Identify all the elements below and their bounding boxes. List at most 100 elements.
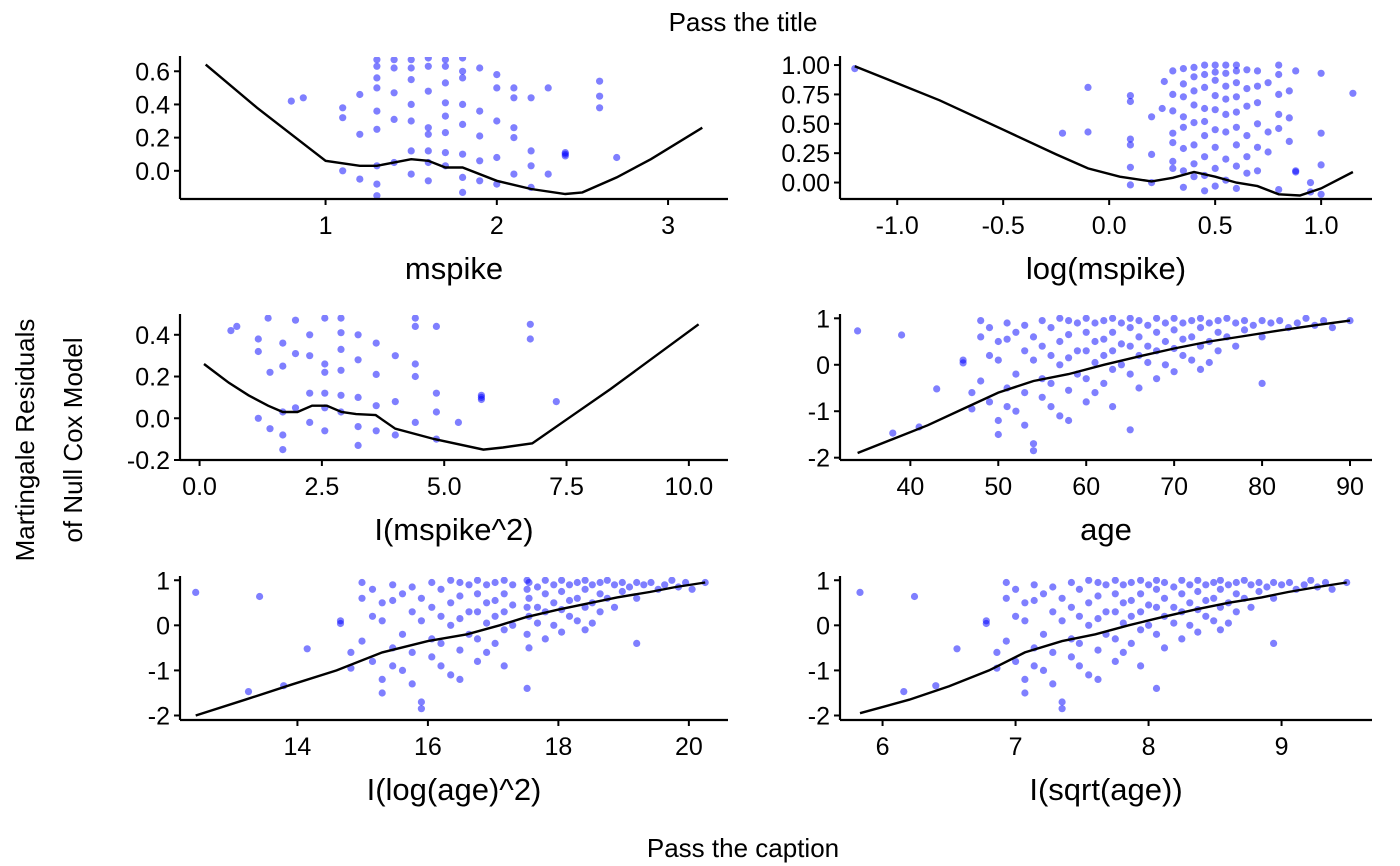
data-point xyxy=(1222,128,1230,136)
data-point xyxy=(1317,161,1325,169)
data-point xyxy=(306,389,314,397)
data-point xyxy=(389,662,397,670)
y-tick-label: 0.4 xyxy=(135,322,170,350)
data-point xyxy=(279,446,287,454)
data-point xyxy=(500,662,508,670)
data-point xyxy=(1211,126,1219,134)
data-point xyxy=(523,630,531,638)
data-point xyxy=(256,592,264,601)
data-point xyxy=(1211,68,1219,76)
data-point xyxy=(1091,337,1099,346)
data-point xyxy=(550,599,558,607)
y-tick-label: 0.75 xyxy=(781,81,830,109)
data-point xyxy=(1039,666,1048,675)
data-point xyxy=(1085,621,1093,629)
data-point xyxy=(1126,141,1134,149)
data-point xyxy=(1135,333,1143,341)
data-point xyxy=(1029,440,1038,448)
data-point xyxy=(391,352,399,360)
data-point xyxy=(368,585,377,593)
data-point xyxy=(1075,585,1083,593)
data-point xyxy=(373,74,381,82)
data-point xyxy=(581,585,589,593)
data-point xyxy=(1320,317,1328,325)
data-point xyxy=(1056,315,1064,322)
data-point xyxy=(1058,129,1067,137)
data-point xyxy=(1169,139,1177,147)
panel-1: 1 2 3 0.0 0.2 0.4 0.6 mspike xyxy=(135,56,728,286)
data-point xyxy=(491,578,499,587)
data-point xyxy=(1091,319,1099,327)
data-point xyxy=(1201,104,1209,113)
data-point xyxy=(1186,581,1194,589)
data-point xyxy=(1232,162,1240,170)
data-point xyxy=(1275,124,1283,133)
data-point xyxy=(437,585,445,593)
data-point xyxy=(1190,101,1198,109)
data-point xyxy=(1065,354,1073,362)
data-point xyxy=(525,594,533,602)
data-point xyxy=(1232,61,1240,69)
data-point xyxy=(647,578,655,587)
data-point xyxy=(372,427,380,435)
data-point xyxy=(1126,181,1134,189)
data-point xyxy=(441,129,449,137)
data-point xyxy=(1201,153,1209,161)
data-point xyxy=(339,104,347,112)
data-point xyxy=(1214,347,1222,355)
data-point xyxy=(1056,412,1064,420)
data-point xyxy=(1232,141,1240,149)
data-point xyxy=(1222,69,1230,77)
data-point xyxy=(1030,581,1038,589)
data-point xyxy=(1179,113,1187,121)
data-point xyxy=(1137,608,1145,616)
data-point xyxy=(347,648,355,657)
panels: 1 2 3 0.0 0.2 0.4 0.6 mspike -1.0 -0.5 0.0 0.5 1.0 0.… xyxy=(127,52,1372,807)
y-tick-label: -1 xyxy=(148,657,170,685)
y-tick-label: 0.4 xyxy=(135,91,170,119)
data-point xyxy=(491,639,499,648)
data-point xyxy=(1117,319,1125,327)
data-point xyxy=(407,64,415,72)
data-point xyxy=(1264,79,1272,87)
y-tick-label: 0.00 xyxy=(781,170,830,198)
data-point xyxy=(456,592,464,600)
data-point xyxy=(424,147,432,155)
data-point xyxy=(1075,639,1083,648)
data-point xyxy=(526,320,534,328)
data-point xyxy=(1196,315,1205,322)
data-point xyxy=(1127,596,1135,605)
data-point xyxy=(432,389,440,397)
data-point xyxy=(1085,577,1093,584)
data-point xyxy=(1144,321,1152,329)
data-point xyxy=(977,333,985,341)
data-point xyxy=(1021,617,1029,625)
data-point xyxy=(432,322,440,330)
data-point xyxy=(378,599,386,607)
data-point xyxy=(1179,123,1187,131)
data-point xyxy=(1160,578,1169,587)
data-point xyxy=(1349,89,1357,97)
data-point xyxy=(1270,639,1278,648)
data-point xyxy=(1049,648,1057,657)
data-point xyxy=(596,77,604,85)
data-point xyxy=(424,130,432,138)
data-point xyxy=(358,594,366,602)
data-point xyxy=(1243,153,1251,161)
data-point xyxy=(1201,187,1209,195)
data-point xyxy=(510,134,518,142)
data-point xyxy=(510,124,518,132)
data-point xyxy=(1029,356,1038,364)
panel-2: -1.0 -0.5 0.0 0.5 1.0 0.000.250.500.751.00 log… xyxy=(781,52,1372,286)
data-point xyxy=(1179,80,1187,88)
data-point xyxy=(1190,160,1198,168)
data-point xyxy=(1161,337,1169,346)
data-point xyxy=(339,114,347,122)
scatter-points xyxy=(854,315,1354,455)
data-point xyxy=(491,612,499,620)
data-point xyxy=(337,366,345,374)
x-tick-label: 16 xyxy=(414,733,442,761)
data-point xyxy=(441,149,449,157)
data-point xyxy=(354,441,362,449)
data-point xyxy=(299,94,307,102)
